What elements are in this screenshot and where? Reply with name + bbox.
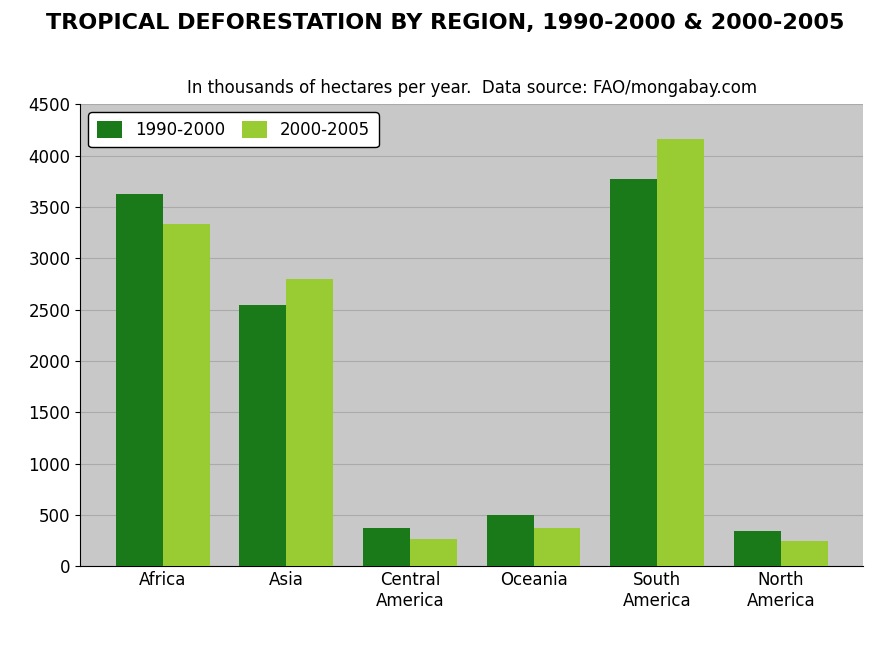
Bar	[363, 529, 410, 566]
Bar	[611, 179, 657, 566]
Bar	[733, 531, 781, 566]
Bar	[533, 529, 580, 566]
Title: In thousands of hectares per year.  Data source: FAO/mongabay.com: In thousands of hectares per year. Data …	[187, 79, 756, 97]
Bar	[487, 515, 533, 566]
Bar	[287, 279, 333, 566]
Legend: 1990-2000, 2000-2005: 1990-2000, 2000-2005	[88, 113, 378, 147]
Bar	[657, 139, 704, 566]
Bar	[116, 193, 163, 566]
Bar	[239, 305, 287, 566]
Bar	[781, 541, 828, 566]
Bar	[410, 538, 457, 566]
Bar	[163, 225, 210, 566]
Text: TROPICAL DEFORESTATION BY REGION, 1990-2000 & 2000-2005: TROPICAL DEFORESTATION BY REGION, 1990-2…	[45, 13, 845, 33]
